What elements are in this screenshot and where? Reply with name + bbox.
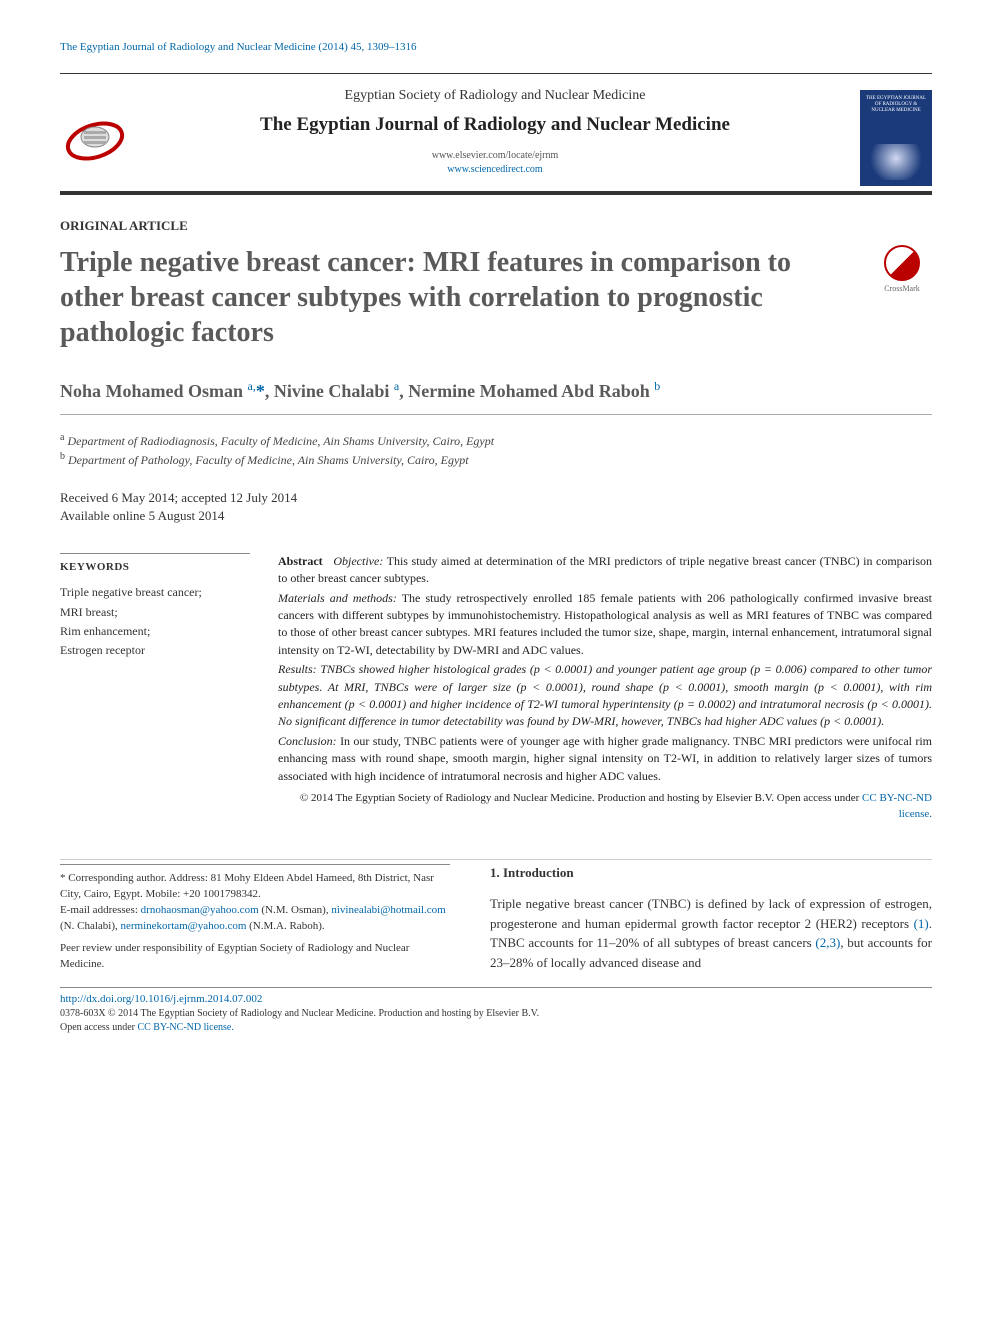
abstract-objective-label: Objective: bbox=[333, 554, 383, 568]
lower-columns: * Corresponding author. Address: 81 Mohy… bbox=[60, 859, 932, 973]
article-title: Triple negative breast cancer: MRI featu… bbox=[60, 245, 872, 350]
copyright-text: © 2014 The Egyptian Society of Radiology… bbox=[300, 792, 774, 804]
footer-rule bbox=[60, 987, 932, 988]
footer-cc-link[interactable]: CC BY-NC-ND license. bbox=[137, 1022, 233, 1033]
abstract: Abstract Objective: This study aimed at … bbox=[278, 553, 932, 823]
society-name: Egyptian Society of Radiology and Nuclea… bbox=[142, 86, 848, 106]
dates-received-accepted: Received 6 May 2014; accepted 12 July 20… bbox=[60, 490, 297, 505]
corr-address: Corresponding author. Address: 81 Mohy E… bbox=[60, 872, 434, 900]
intro-body: Triple negative breast cancer (TNBC) is … bbox=[490, 894, 932, 972]
abstract-con: In our study, TNBC patients were of youn… bbox=[278, 734, 932, 783]
kw-abstract-row: KEYWORDS Triple negative breast cancer;M… bbox=[60, 553, 932, 823]
header-center: Egyptian Society of Radiology and Nuclea… bbox=[142, 86, 848, 190]
intro-head: 1. Introduction bbox=[490, 864, 932, 882]
cover-text: THE EGYPTIAN JOURNAL OF RADIOLOGY & NUCL… bbox=[864, 96, 928, 114]
intro-pre: Triple negative breast cancer (TNBC) is … bbox=[490, 896, 932, 931]
journal-cover-thumb: THE EGYPTIAN JOURNAL OF RADIOLOGY & NUCL… bbox=[860, 90, 932, 186]
peer-review-note: Peer review under responsibility of Egyp… bbox=[60, 941, 450, 973]
article-dates: Received 6 May 2014; accepted 12 July 20… bbox=[60, 489, 932, 525]
email-link[interactable]: nivinealabi@hotmail.com bbox=[331, 904, 445, 916]
journal-urls: www.elsevier.com/locate/ejrnm www.scienc… bbox=[142, 149, 848, 177]
authors: Noha Mohamed Osman a,*, Nivine Chalabi a… bbox=[60, 378, 932, 404]
footer-copyright: 0378-603X © 2014 The Egyptian Society of… bbox=[60, 1007, 932, 1035]
doi-link[interactable]: http://dx.doi.org/10.1016/j.ejrnm.2014.0… bbox=[60, 992, 932, 1007]
footer-line: 0378-603X © 2014 The Egyptian Society of… bbox=[60, 1008, 539, 1019]
journal-name: The Egyptian Journal of Radiology and Nu… bbox=[142, 112, 848, 139]
society-logo bbox=[60, 103, 130, 173]
running-head: The Egyptian Journal of Radiology and Nu… bbox=[60, 40, 932, 55]
abstract-copyright: © 2014 The Egyptian Society of Radiology… bbox=[278, 791, 932, 823]
keywords-head: KEYWORDS bbox=[60, 553, 250, 575]
article-type: ORIGINAL ARTICLE bbox=[60, 217, 932, 235]
author-rule bbox=[60, 414, 932, 415]
intro-column: 1. Introduction Triple negative breast c… bbox=[490, 864, 932, 973]
journal-url-sciencedirect[interactable]: www.sciencedirect.com bbox=[447, 164, 542, 175]
abstract-con-label: Conclusion: bbox=[278, 734, 337, 748]
dates-online: Available online 5 August 2014 bbox=[60, 508, 224, 523]
cite-1[interactable]: (1) bbox=[914, 916, 929, 931]
email-link[interactable]: nerminekortam@yahoo.com bbox=[120, 920, 246, 932]
abstract-res-label: Results: bbox=[278, 662, 317, 676]
crossmark-badge[interactable]: CrossMark bbox=[872, 245, 932, 294]
footer-oa-prefix: Open access under bbox=[60, 1022, 137, 1033]
keywords-box: KEYWORDS Triple negative breast cancer;M… bbox=[60, 553, 250, 823]
email-link[interactable]: drnohaosman@yahoo.com bbox=[141, 904, 259, 916]
crossmark-label: CrossMark bbox=[884, 284, 920, 293]
abstract-mm-label: Materials and methods: bbox=[278, 591, 397, 605]
keywords-list: Triple negative breast cancer;MRI breast… bbox=[60, 583, 250, 660]
crossmark-icon bbox=[884, 245, 920, 281]
journal-url-elsevier[interactable]: www.elsevier.com/locate/ejrnm bbox=[432, 150, 559, 161]
corresponding-box: * Corresponding author. Address: 81 Mohy… bbox=[60, 864, 450, 973]
emails-label: E-mail addresses: bbox=[60, 904, 138, 916]
cite-2-3[interactable]: (2,3) bbox=[815, 935, 840, 950]
cc-license-link[interactable]: CC BY-NC-ND license. bbox=[862, 792, 932, 820]
title-row: Triple negative breast cancer: MRI featu… bbox=[60, 245, 932, 350]
abstract-res: TNBCs showed higher histological grades … bbox=[278, 662, 932, 728]
oa-prefix: Open access under bbox=[777, 792, 862, 804]
corr-star: * bbox=[60, 872, 66, 884]
journal-header: Egyptian Society of Radiology and Nuclea… bbox=[60, 73, 932, 194]
affiliations: a Department of Radiodiagnosis, Faculty … bbox=[60, 431, 932, 469]
abstract-lead: Abstract bbox=[278, 554, 323, 568]
